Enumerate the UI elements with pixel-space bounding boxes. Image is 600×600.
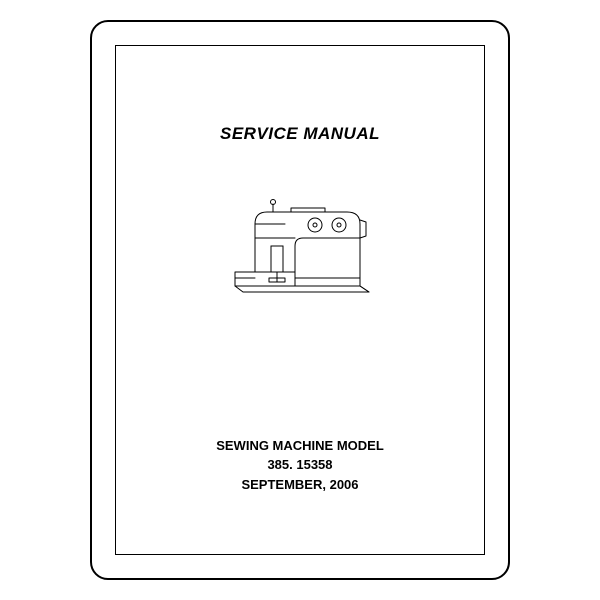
manual-date: SEPTEMBER, 2006 xyxy=(216,475,384,495)
model-label: SEWING MACHINE MODEL xyxy=(216,436,384,456)
model-info-block: SEWING MACHINE MODEL 385. 15358 SEPTEMBE… xyxy=(216,436,384,495)
manual-cover-page: SERVICE MANUAL xyxy=(115,45,485,555)
sewing-machine-icon xyxy=(225,194,375,299)
manual-title: SERVICE MANUAL xyxy=(220,124,380,144)
model-number: 385. 15358 xyxy=(216,455,384,475)
product-frame: SERVICE MANUAL xyxy=(90,20,510,580)
